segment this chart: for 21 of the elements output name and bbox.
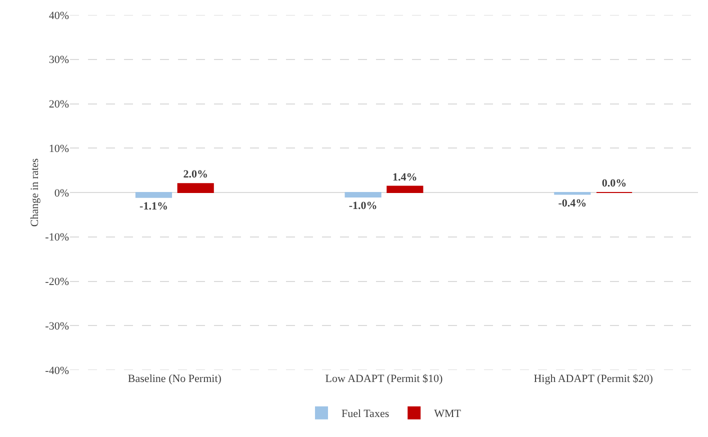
y-tick-label: 40% [48, 10, 69, 22]
y-tick-label: -10% [45, 232, 69, 244]
y-tick-label: -20% [45, 276, 69, 288]
data-label: 1.4% [392, 171, 418, 184]
y-tick-label: 30% [48, 54, 69, 66]
data-label: -0.4% [558, 197, 587, 210]
legend-label: WMT [434, 408, 462, 420]
data-label: 0.0% [602, 178, 627, 190]
data-label: -1.0% [348, 200, 378, 212]
x-tick-label: Low ADAPT (Permit $10) [325, 373, 444, 385]
legend-label: Fuel Taxes [342, 408, 390, 420]
y-tick-label: 0% [54, 187, 69, 200]
data-label: -1.1% [140, 200, 168, 212]
x-tick-label: Baseline (No Permit) [128, 373, 222, 385]
y-tick-label: -40% [45, 364, 69, 377]
x-tick-label: High ADAPT (Permit $20) [534, 373, 654, 385]
y-tick-label: 20% [48, 98, 69, 111]
y-tick-label: 10% [48, 142, 69, 155]
y-axis-title: Change in rates [29, 158, 41, 227]
data-label: 2.0% [183, 168, 208, 181]
y-tick-label: -30% [45, 320, 69, 332]
